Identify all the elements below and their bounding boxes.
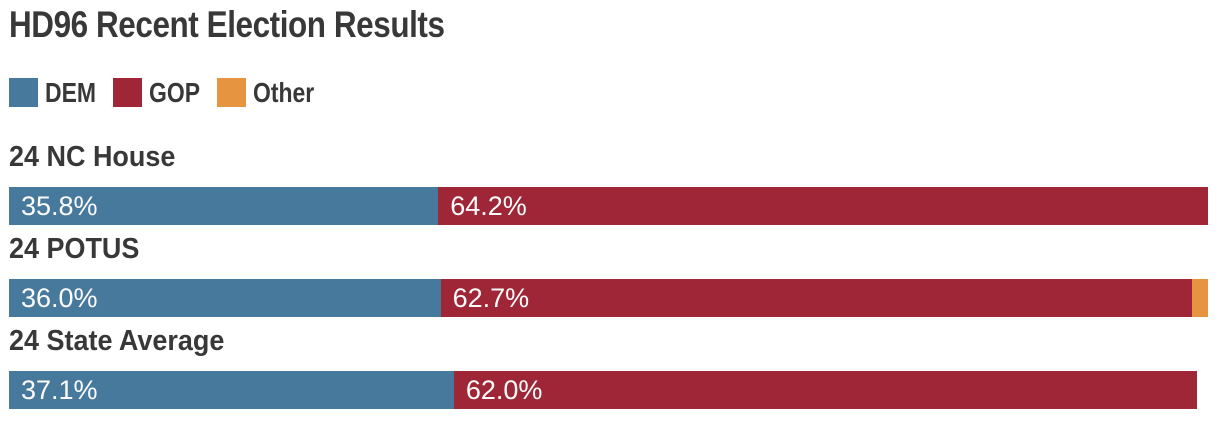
bar-segment-dem: 36.0% xyxy=(9,279,441,317)
row-label: 24 State Average xyxy=(9,325,225,357)
legend-item-gop: GOP xyxy=(113,77,211,109)
stacked-bar: 35.8% 64.2% xyxy=(9,187,1208,225)
bar-value-label: 64.2% xyxy=(450,191,527,221)
bar-value-label: 37.1% xyxy=(21,375,98,405)
bar-row: 24 POTUS 36.0% 62.7% xyxy=(9,233,1220,317)
bar-segment-gop: 62.7% xyxy=(440,279,1193,317)
row-label: 24 NC House xyxy=(9,141,176,173)
legend-swatch-gop xyxy=(113,78,143,107)
legend-item-dem: DEM xyxy=(9,77,107,109)
stacked-bar: 37.1% 62.0% xyxy=(9,371,1208,409)
bar-segment-gop: 64.2% xyxy=(438,187,1208,225)
bar-row: 24 State Average 37.1% 62.0% xyxy=(9,325,1220,409)
legend-swatch-other xyxy=(217,78,247,107)
legend-item-other: Other xyxy=(217,77,328,109)
bar-segment-dem: 35.8% xyxy=(9,187,439,225)
bar-row: 24 NC House 35.8% 64.2% xyxy=(9,141,1220,225)
row-label: 24 POTUS xyxy=(9,233,140,265)
bar-segment-other xyxy=(1192,279,1208,317)
legend-label-dem: DEM xyxy=(45,76,97,108)
legend: DEM GOP Other xyxy=(9,77,1220,109)
legend-label-other: Other xyxy=(253,76,315,108)
chart-page: HD96 Recent Election Results DEM GOP Oth… xyxy=(0,6,1220,409)
legend-swatch-dem xyxy=(9,78,38,107)
bar-value-label: 36.0% xyxy=(21,283,98,313)
chart-title: HD96 Recent Election Results xyxy=(9,4,445,45)
stacked-bar: 36.0% 62.7% xyxy=(9,279,1208,317)
bar-value-label: 62.0% xyxy=(465,375,543,405)
bar-rows: 24 NC House 35.8% 64.2% 24 POTUS 36.0% 62.7% 2… xyxy=(9,141,1220,409)
bar-segment-dem: 37.1% xyxy=(9,371,454,409)
bar-value-label: 35.8% xyxy=(21,191,98,221)
bar-segment-gop: 62.0% xyxy=(453,371,1198,409)
bar-value-label: 62.7% xyxy=(452,283,530,313)
legend-label-gop: GOP xyxy=(149,76,201,108)
